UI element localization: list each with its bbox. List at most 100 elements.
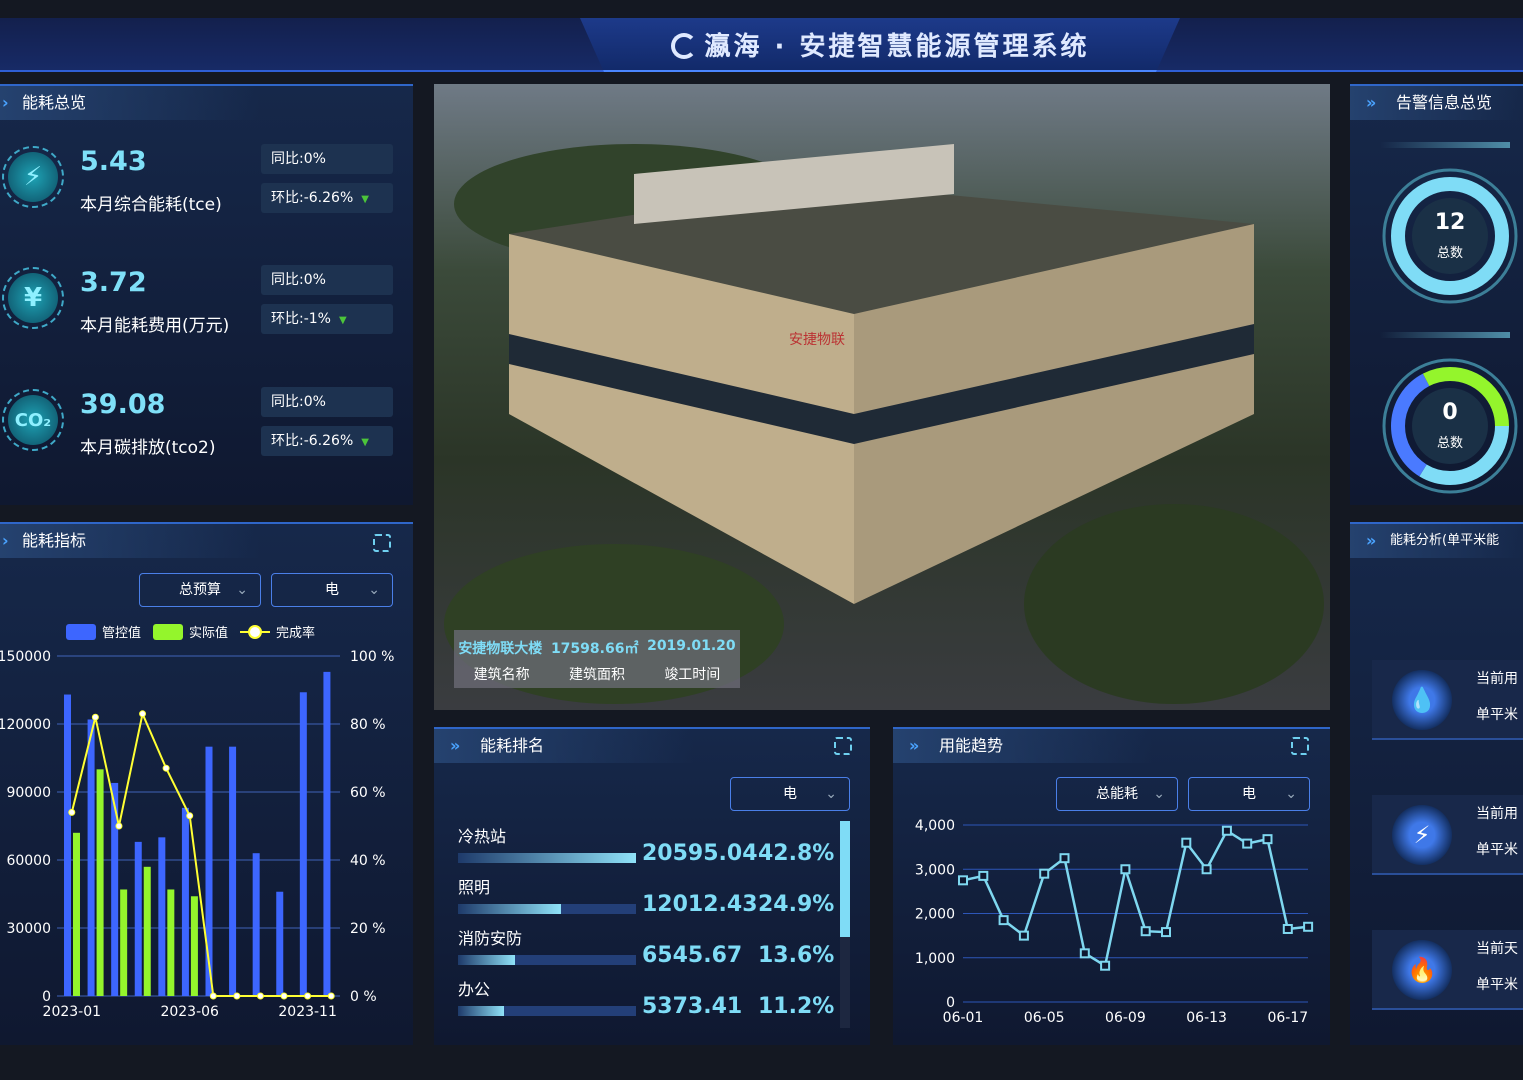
ranking-bar-fill xyxy=(458,904,562,914)
y-tick-label: 3,000 xyxy=(915,862,955,878)
building-image: 安捷物联 安捷物联大楼 17598.66㎡ 2019.01.20 建筑名称 建筑面积 竣… xyxy=(434,84,1330,710)
fullscreen-icon[interactable] xyxy=(834,737,852,755)
analysis-card-gas: 🔥 当前天 单平米 xyxy=(1372,930,1523,1010)
bar-control xyxy=(87,719,95,996)
rate-point xyxy=(304,992,312,1000)
ranking-bar xyxy=(458,853,636,863)
y-tick-label: 30000 xyxy=(6,921,51,937)
ranking-row: 照明 12012.43 24.9% xyxy=(458,874,838,924)
budget-select[interactable]: 总预算 ⌄ xyxy=(139,573,261,607)
scrollbar-thumb[interactable] xyxy=(840,821,850,937)
trend-point xyxy=(1242,838,1253,849)
y2-tick-label: 40 % xyxy=(350,853,386,869)
trend-point xyxy=(1079,948,1090,959)
panel-title: › 能耗指标 xyxy=(0,524,260,558)
x-tick-label: 06-05 xyxy=(1024,1010,1065,1026)
alarm-panel: » 告警信息总览 12 总数 0 总数 xyxy=(1350,84,1523,505)
alarm-ring-total xyxy=(1382,168,1518,304)
chevron-icon: » xyxy=(1366,93,1377,112)
trend-panel: » 用能趋势 总能耗 ⌄ 电 ⌄ xyxy=(893,727,1330,1045)
bar-control xyxy=(276,891,284,996)
x-tick-label: 06-09 xyxy=(1105,1010,1146,1026)
ranking-value: 12012.43 xyxy=(642,892,758,917)
trend-point xyxy=(1100,960,1111,971)
y-tick-label: 4,000 xyxy=(915,818,955,834)
ranking-name: 冷热站 xyxy=(458,827,507,846)
rate-point xyxy=(233,992,241,1000)
trend-point xyxy=(1039,868,1050,879)
building-date: 2019.01.20 xyxy=(647,638,736,654)
analysis-line: 当前用 xyxy=(1476,806,1518,822)
energy-type-select[interactable]: 电 ⌄ xyxy=(1188,777,1310,811)
panel-title: » 能耗分析(单平米能 xyxy=(1350,524,1523,558)
metric-label: 本月能耗费用(万元) xyxy=(80,316,230,336)
page-title: 瀛海 · 安捷智慧能源管理系统 xyxy=(580,26,1180,63)
rate-point xyxy=(280,992,288,1000)
chevron-down-icon: ⌄ xyxy=(1285,786,1297,802)
trend-line-chart: 0 1,000 2,000 3,000 4,000 06-01 06-05 06-09 06-1… xyxy=(915,818,1314,1026)
y-tick-label: 0 xyxy=(946,995,955,1011)
trend-point xyxy=(1059,853,1070,864)
analysis-line: 单平米 xyxy=(1476,842,1518,858)
y-tick-label: 2,000 xyxy=(915,907,955,923)
trend-point xyxy=(1282,923,1293,934)
legend-swatch-actual xyxy=(153,623,184,640)
trend-point xyxy=(998,915,1009,926)
building-sign: 安捷物联 xyxy=(789,332,845,348)
mom-chip: 环比:-1% ▼ xyxy=(261,304,393,334)
bar-control xyxy=(134,841,142,996)
bar-control xyxy=(323,671,331,996)
bar-control xyxy=(181,807,189,996)
bar-actual xyxy=(73,832,80,996)
alarm-count-label: 总数 xyxy=(1436,436,1463,451)
bar-control xyxy=(158,837,166,996)
metric-select[interactable]: 总能耗 ⌄ xyxy=(1056,777,1178,811)
metric-value: 3.72 xyxy=(80,267,147,298)
trend-point xyxy=(1140,926,1151,937)
legend-swatch-control xyxy=(66,623,96,640)
ranking-percent: 24.9% xyxy=(758,892,835,917)
bar-control xyxy=(229,746,237,996)
fullscreen-icon[interactable] xyxy=(1291,737,1309,755)
analysis-card-electric: ⚡ 当前用单平米 xyxy=(1372,795,1523,875)
building-area: 17598.66㎡ xyxy=(550,641,639,657)
scrollbar[interactable] xyxy=(840,821,850,1028)
metric-carbon: CO₂ 39.08 本月碳排放(tco2) 同比:0% 环比:-6.26% ▼ xyxy=(0,387,413,487)
metric-value: 5.43 xyxy=(80,146,147,177)
energy-type-select[interactable]: 电 ⌄ xyxy=(271,573,393,607)
ranking-name: 消防安防 xyxy=(458,929,523,948)
analysis-line: 当前天 xyxy=(1476,941,1518,957)
metric-value: 39.08 xyxy=(80,389,166,420)
y2-tick-label: 0 % xyxy=(350,989,377,1005)
bar-control xyxy=(299,692,307,996)
energy-type-select[interactable]: 电 ⌄ xyxy=(730,777,850,811)
alarm-count: 0 xyxy=(1442,400,1458,425)
budget-bar-chart: 0 0 % 30000 20 % 60000 40 % 90000 60 % 120000 80 … xyxy=(0,649,394,1020)
yoy-chip: 同比:0% xyxy=(261,387,393,417)
rate-point xyxy=(68,808,76,816)
rate-point xyxy=(327,992,335,1000)
lightning-icon: ⚡ xyxy=(1392,805,1452,865)
chevron-down-icon: ⌄ xyxy=(368,582,380,598)
analysis-line: 单平米 xyxy=(1476,977,1518,993)
analysis-line: 当前用 xyxy=(1476,671,1518,687)
bar-actual xyxy=(167,889,175,996)
y-tick-label: 90000 xyxy=(6,785,51,801)
bar-control xyxy=(64,694,71,996)
fullscreen-icon[interactable] xyxy=(373,534,391,552)
trend-point xyxy=(1221,825,1232,836)
chevron-down-icon: ⌄ xyxy=(825,786,837,802)
trend-point xyxy=(1161,927,1171,938)
bar-actual xyxy=(190,896,198,996)
co2-icon: CO₂ xyxy=(2,389,64,451)
building-date-label: 竣工时间 xyxy=(664,667,721,683)
bar-control xyxy=(111,782,119,996)
chevron-icon: › xyxy=(2,93,9,112)
building-info-card: 安捷物联大楼 17598.66㎡ 2019.01.20 建筑名称 建筑面积 竣工时间 xyxy=(454,630,740,688)
mom-chip: 环比:-6.26% ▼ xyxy=(261,426,393,456)
rate-point xyxy=(115,822,123,830)
trend-point xyxy=(1262,834,1273,845)
chevron-down-icon: ⌄ xyxy=(236,582,248,598)
yen-icon: ¥ xyxy=(2,267,64,329)
ranking-row: 冷热站 20595.04 42.8% xyxy=(458,823,838,873)
